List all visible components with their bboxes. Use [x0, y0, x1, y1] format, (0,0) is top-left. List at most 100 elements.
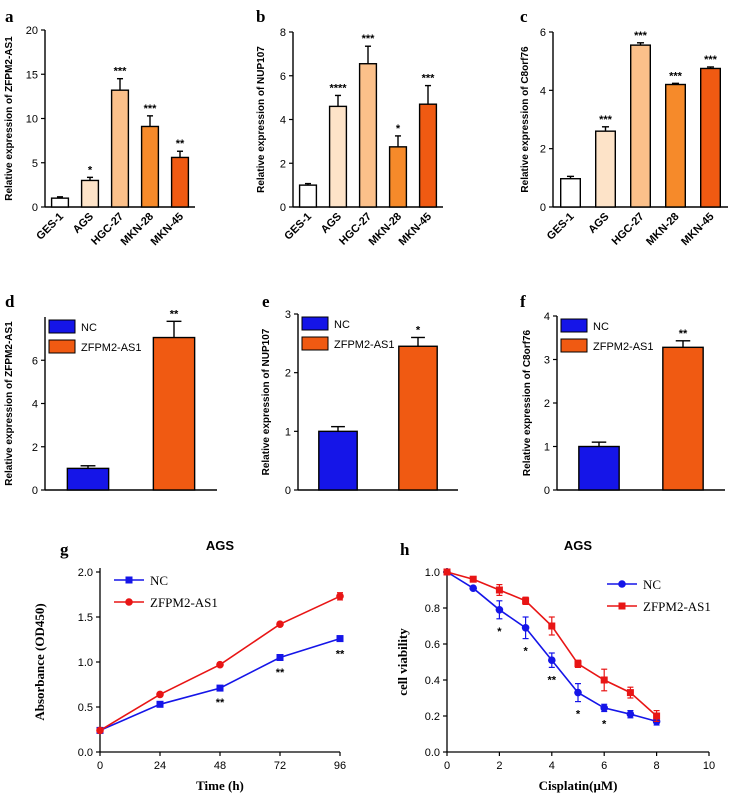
data-point	[156, 700, 164, 708]
significance-marker: **	[170, 308, 179, 320]
data-point	[443, 568, 451, 576]
bar-ges-1	[560, 178, 582, 208]
series-line-zfpm2-as1	[446, 571, 658, 717]
panel-f: f 0 1 2 3 4 Relative expression of C8orf76 ** NC…	[520, 292, 725, 497]
y-tick-label: 0	[32, 202, 38, 214]
significance-marker: **	[176, 138, 185, 150]
significance-marker: **	[336, 648, 345, 660]
significance-marker: ***	[362, 33, 376, 45]
y-tick-label: 8	[280, 27, 286, 39]
data-point	[653, 712, 661, 720]
data-point	[276, 620, 284, 628]
bar-ges-1	[298, 184, 318, 208]
legend-swatch	[301, 336, 329, 351]
y-tick-label: 0.2	[425, 711, 440, 723]
x-tick-label: MKN-45	[679, 211, 716, 248]
significance-marker: *	[396, 123, 401, 135]
legend-swatch	[560, 318, 588, 333]
bar-ags	[328, 105, 348, 208]
significance-marker: ***	[599, 114, 613, 126]
bar-mkn-28	[665, 83, 687, 208]
panel-h: h AGS 0.0 0.2 0.4 0.6 0.8 1.0 0 2 4 6 8 10 Cisplatin(μ…	[395, 538, 715, 793]
y-tick-label: 10	[26, 114, 38, 126]
legend-swatch	[48, 339, 76, 354]
data-point	[336, 592, 344, 601]
legend-label: ZFPM2-AS1	[150, 595, 218, 610]
legend-label: NC	[150, 573, 168, 588]
chart-title: AGS	[206, 538, 235, 553]
significance-marker: **	[216, 697, 225, 709]
panel-d: d 0 2 4 6 Relative expression of ZFPM2-AS1 ** N…	[4, 292, 217, 497]
y-tick-label: 4	[540, 85, 546, 97]
y-tick-label: 0.5	[78, 702, 93, 714]
x-tick-label: 2	[496, 760, 502, 772]
y-tick-label: 1	[285, 426, 291, 438]
chart-title: AGS	[564, 538, 593, 553]
panel-letter-e: e	[262, 292, 270, 311]
series-line-nc	[446, 571, 657, 723]
significance-marker: ***	[634, 30, 648, 42]
data-point	[469, 584, 478, 592]
y-tick-label: 15	[26, 69, 38, 81]
x-tick-label: 4	[549, 760, 555, 772]
significance-marker: *	[497, 626, 502, 638]
panel-letter-a: a	[5, 7, 14, 26]
legend-label: NC	[334, 319, 350, 331]
x-tick-label: GES-1	[545, 211, 577, 243]
x-tick-label: GES-1	[34, 211, 66, 243]
legend-label: NC	[81, 322, 97, 334]
data-point	[156, 690, 164, 699]
y-tick-label: 4	[280, 115, 286, 127]
bar-ags	[80, 179, 100, 208]
x-tick-label: 48	[214, 760, 226, 772]
y-tick-label: 2	[280, 158, 286, 170]
legend-swatch	[560, 338, 588, 353]
bar-mkn-45	[418, 103, 438, 208]
bar-zfpm2-as1	[152, 336, 196, 491]
significance-marker: *	[416, 324, 421, 336]
y-tick-label: 5	[32, 158, 38, 170]
data-point	[495, 606, 504, 614]
y-tick-label: 0	[280, 202, 286, 214]
legend-marker	[618, 580, 626, 588]
x-tick-label: MKN-45	[397, 211, 434, 248]
data-point	[600, 676, 608, 684]
bar-hgc-27	[630, 44, 652, 208]
x-tick-label: HGC-27	[610, 211, 647, 248]
panel-g: g AGS 0.0 0.5 1.0 1.5 2.0 0 24 48 72 96 Time (h) Abso…	[32, 538, 346, 793]
data-point	[521, 624, 530, 632]
y-tick-label: 0.0	[425, 747, 440, 759]
bar-nc	[318, 430, 358, 491]
y-axis-label: Relative expression of C8orf76	[520, 46, 531, 193]
y-tick-label: 4	[544, 311, 550, 323]
bar-hgc-27	[110, 89, 130, 208]
y-tick-label: 3	[285, 309, 291, 321]
panel-letter-f: f	[520, 292, 526, 311]
y-tick-label: 0	[540, 202, 546, 214]
y-axis-label: Relative expression of C8orf76	[522, 329, 533, 476]
significance-marker: *	[602, 719, 607, 731]
y-axis-label: Absorbance (OD450)	[32, 603, 47, 720]
panel-letter-c: c	[520, 7, 528, 26]
y-tick-label: 0.8	[425, 603, 440, 615]
x-tick-label: 6	[601, 760, 607, 772]
significance-marker: ***	[144, 103, 158, 115]
legend-marker	[618, 602, 626, 610]
y-axis-label: Relative expression of NUP107	[256, 46, 267, 193]
y-tick-label: 2	[32, 442, 38, 454]
data-point	[548, 622, 556, 630]
y-tick-label: 6	[540, 27, 546, 39]
significance-marker: *	[88, 164, 93, 176]
data-point	[216, 660, 224, 669]
x-tick-label: MKN-45	[149, 211, 186, 248]
bar-ags	[595, 130, 617, 208]
legend-label: ZFPM2-AS1	[643, 599, 711, 614]
data-point	[522, 597, 530, 605]
data-point	[574, 660, 582, 668]
x-axis-label: Cisplatin(μM)	[539, 778, 618, 793]
x-tick-label: 96	[334, 760, 346, 772]
x-axis-label: Time (h)	[196, 778, 244, 793]
y-axis-label: Relative expression of ZFPM2-AS1	[4, 321, 15, 486]
panel-b: b 0 2 4 6 8 Relative expression of NUP107 GES-1…	[256, 7, 443, 248]
x-tick-label: 8	[654, 760, 660, 772]
